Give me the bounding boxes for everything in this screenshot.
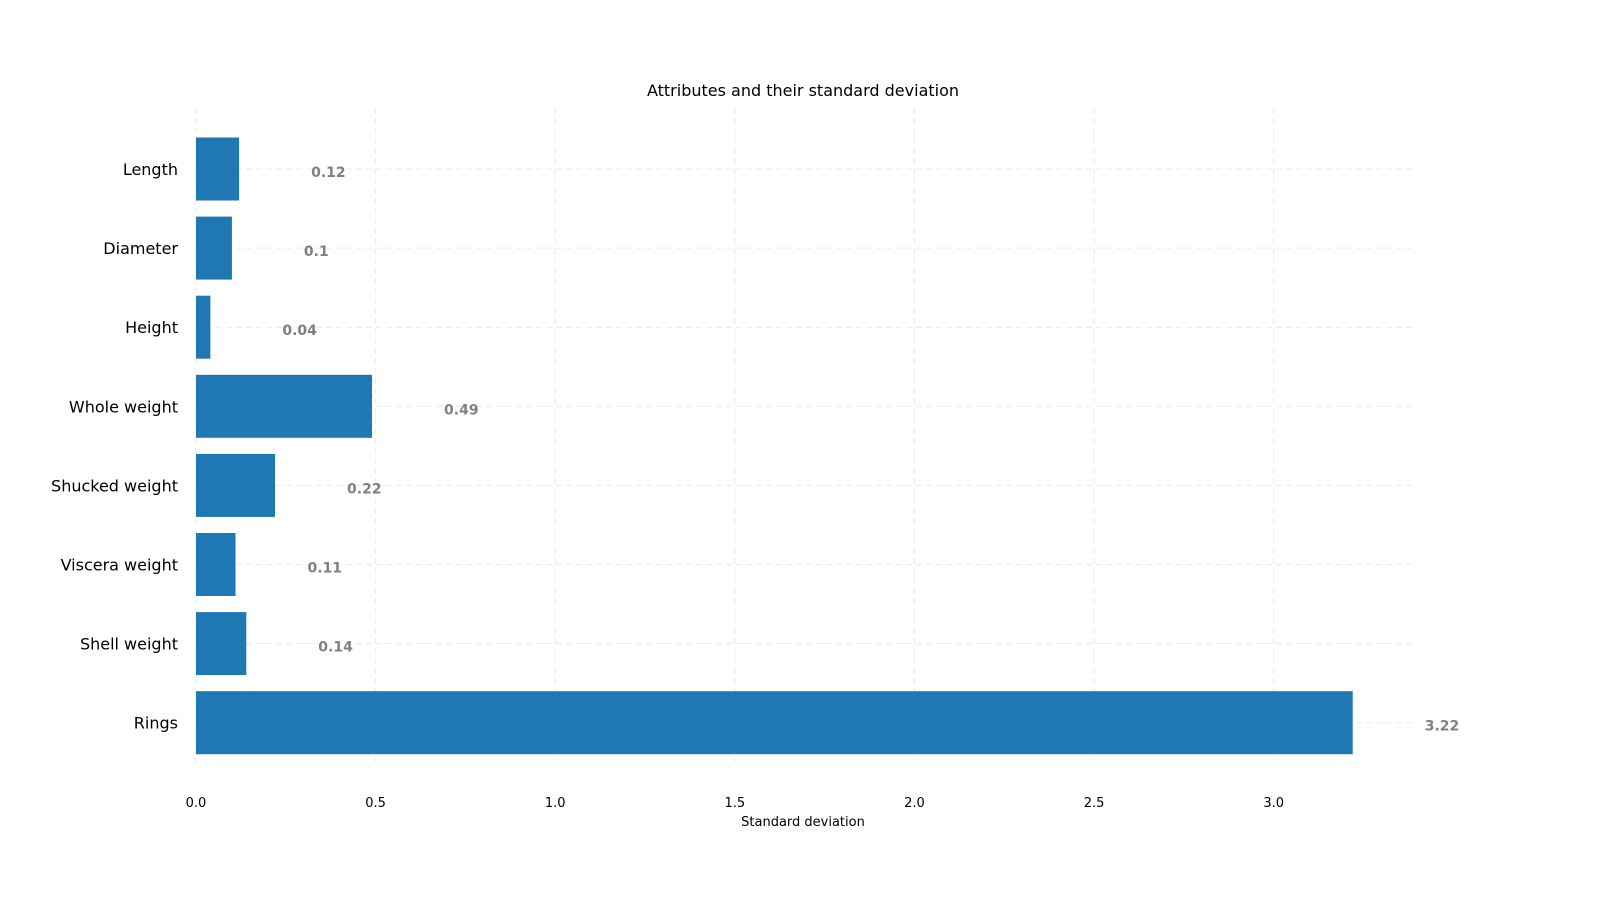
data-label: 0.1 — [304, 244, 329, 260]
bar — [196, 612, 247, 676]
bar — [196, 691, 1353, 755]
category-label: Shucked weight — [51, 476, 178, 495]
category-label: Whole weight — [69, 397, 178, 416]
category-labels: Length Diameter Height Whole weight Shucked … — [51, 160, 178, 733]
bar — [196, 453, 276, 517]
bars-layer — [196, 137, 1353, 755]
data-label: 0.22 — [347, 481, 382, 497]
data-label: 0.11 — [308, 561, 343, 577]
data-label: 3.22 — [1425, 719, 1460, 735]
grid-layer — [195, 108, 1412, 762]
bar — [196, 295, 211, 359]
x-tick-label: 2.0 — [904, 796, 925, 811]
category-label: Viscera weight — [61, 556, 178, 575]
x-tick-label: 1.5 — [725, 796, 746, 811]
chart-title: Attributes and their standard deviation — [647, 81, 959, 100]
data-label: 0.04 — [282, 323, 317, 339]
category-label: Length — [123, 160, 178, 179]
x-tick-label: 1.0 — [545, 796, 566, 811]
data-label: 0.12 — [311, 165, 346, 181]
category-label: Height — [125, 318, 178, 337]
bar — [196, 216, 232, 280]
bar — [196, 137, 240, 201]
category-label: Rings — [134, 714, 178, 733]
x-tick-label: 0.5 — [365, 796, 386, 811]
x-tick-label: 3.0 — [1263, 796, 1284, 811]
x-tick-label: 2.5 — [1084, 796, 1105, 811]
x-axis-label: Standard deviation — [741, 815, 865, 830]
bar — [196, 533, 236, 596]
bar — [196, 374, 373, 438]
category-label: Shell weight — [80, 635, 178, 654]
category-label: Diameter — [103, 239, 178, 258]
x-tick-label: 0.0 — [186, 796, 207, 811]
value-labels: 0.12 0.1 0.04 0.49 0.22 0.11 0.14 3.22 — [282, 165, 1459, 735]
data-label: 0.14 — [318, 640, 353, 656]
x-axis-ticks: 0.0 0.5 1.0 1.5 2.0 2.5 3.0 — [186, 796, 1284, 811]
data-label: 0.49 — [444, 402, 479, 418]
